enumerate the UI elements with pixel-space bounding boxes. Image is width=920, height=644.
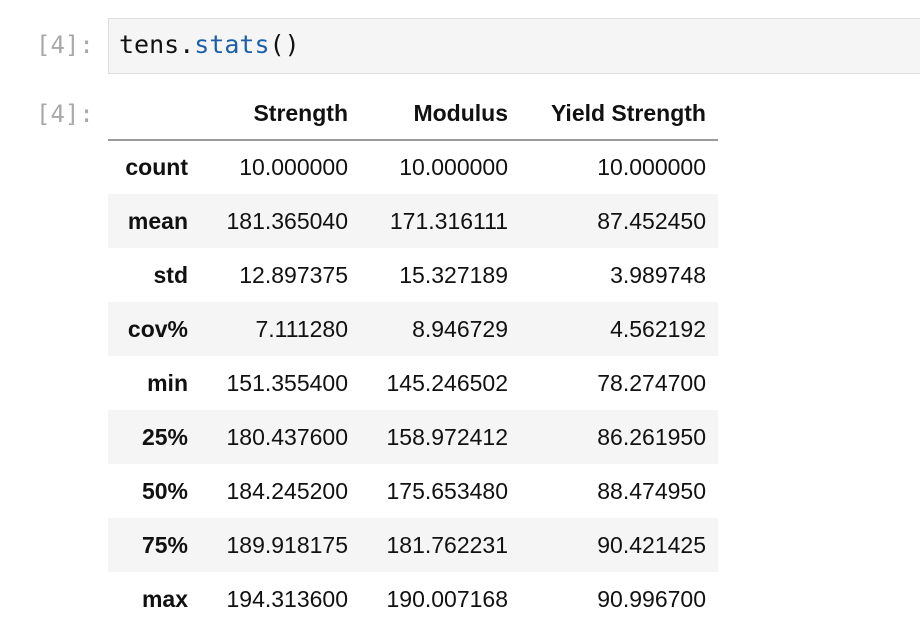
table-cell: 171.316111 [389,207,508,234]
table-cell: 190.007168 [386,585,508,612]
column-header-strength: Strength [200,88,360,141]
table-cell: 7.111280 [255,315,348,342]
table-cell: 194.313600 [226,585,348,612]
table-cell: 10.000000 [399,154,508,180]
table-row: min 151.355400 145.246502 78.274700 [108,356,718,410]
table-row: std 12.897375 15.327189 3.989748 [108,248,718,302]
output-prompt: [4]: [36,100,94,128]
index-header [108,88,200,141]
row-label: 50% [141,477,188,504]
table-cell: 180.437600 [226,423,348,450]
code-line[interactable]: tens.stats() [119,30,300,59]
table-cell: 12.897375 [239,261,348,288]
table-cell: 90.421425 [597,531,706,558]
table-cell: 189.918175 [226,531,348,558]
row-label: 75% [141,531,188,558]
table-row: 25% 180.437600 158.972412 86.261950 [108,410,718,464]
table-row: 50% 184.245200 175.653480 88.474950 [108,464,718,518]
table-cell: 4.562192 [610,315,706,342]
table-cell: 8.946729 [412,315,508,342]
table-cell: 86.261950 [597,423,706,450]
code-editor[interactable]: tens.stats() [108,18,920,74]
row-label: cov% [127,315,188,342]
table-cell: 88.474950 [597,477,706,504]
table-row: 75% 189.918175 181.762231 90.421425 [108,518,718,572]
code-object: tens [119,30,180,59]
row-label: min [147,369,188,396]
table-header-row: Strength Modulus Yield Strength [108,88,718,141]
table-cell: 90.996700 [597,585,706,612]
stats-dataframe: Strength Modulus Yield Strength count 10… [108,88,718,626]
code-dot: . [179,30,195,59]
row-label: max [141,585,188,612]
output-cell: [4]: [0,80,920,644]
table-cell: 10.000000 [239,154,348,180]
table-row: max 194.313600 190.007168 90.996700 [108,572,718,626]
input-cell[interactable]: [4]: tens.stats() [0,0,920,80]
table-cell: 184.245200 [226,477,348,504]
table-cell: 175.653480 [386,477,508,504]
row-label: count [125,154,188,180]
code-parens: () [269,30,300,59]
table-row: count 10.000000 10.000000 10.000000 [108,140,718,194]
table-row: cov% 7.111280 8.946729 4.562192 [108,302,718,356]
table-cell: 78.274700 [597,369,706,396]
table-cell: 15.327189 [399,261,508,288]
table-cell: 158.972412 [386,423,508,450]
table-cell: 3.989748 [610,261,706,288]
table-cell: 10.000000 [597,154,706,180]
row-label: std [153,261,189,288]
table-cell: 145.246502 [386,369,508,396]
row-label: 25% [141,423,188,450]
table-cell: 181.762231 [386,531,508,558]
table-cell: 181.365040 [226,207,348,234]
input-prompt: [4]: [36,31,94,59]
table-row: mean 181.365040 171.316111 87.452450 [108,194,718,248]
column-header-modulus: Modulus [360,88,520,141]
table-cell: 87.452450 [597,207,706,234]
code-method: stats [194,30,270,59]
table-cell: 151.355400 [226,369,348,396]
row-label: mean [127,207,188,234]
column-header-yield-strength: Yield Strength [520,88,718,141]
